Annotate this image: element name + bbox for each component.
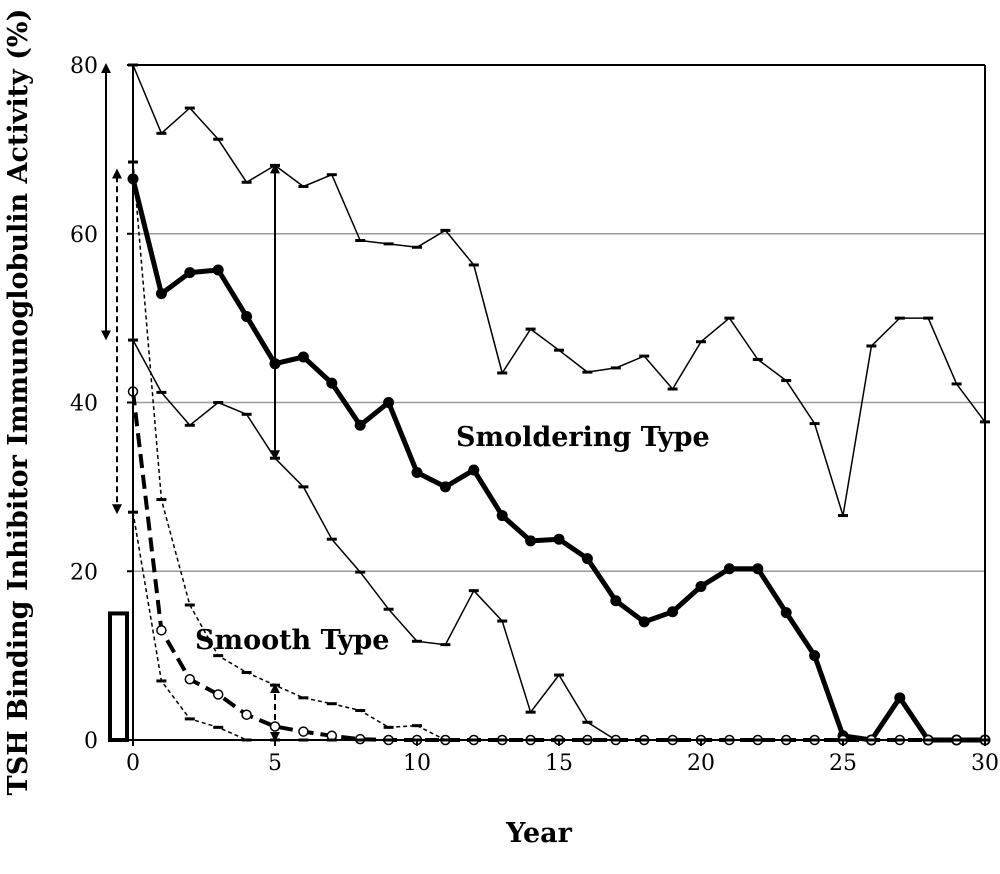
smoldering-mean-point-23: [780, 607, 792, 619]
smooth-mean-point-1: [156, 625, 167, 636]
smoldering-mean-point-5: [269, 358, 281, 370]
y-tick-label-80: 80: [70, 54, 98, 79]
smoldering-mean-point-8: [354, 419, 366, 431]
normal-range-box: [108, 611, 129, 742]
smooth-mean-point-4: [241, 709, 252, 720]
smoldering-mean-point-9: [383, 397, 395, 408]
y-tick-label-0: 0: [84, 729, 98, 754]
smooth-mean-point-6: [298, 726, 309, 737]
smoldering-mean-point-22: [752, 563, 764, 575]
smooth-mean-point-3: [212, 689, 224, 700]
x-axis-title: Year: [505, 818, 573, 849]
tick-labels: 0 20 40 60 80 0 5 10 15 20 25 30: [70, 54, 999, 776]
x-tick-label-30: 30: [971, 751, 999, 776]
smoldering-mean-point-14: [525, 535, 537, 547]
axes: [127, 64, 986, 746]
y-tick-label-20: 20: [70, 560, 98, 585]
annotation-smoldering: Smoldering Type: [456, 422, 710, 453]
smoldering-mean-point-7: [326, 377, 338, 389]
smoldering-mean-point-13: [496, 510, 508, 522]
smoldering-mean-point-4: [241, 310, 253, 322]
smoldering-mean-point-18: [638, 616, 650, 628]
smoldering-mean-point-24: [809, 650, 821, 662]
x-tick-label-10: 10: [403, 751, 431, 776]
smoldering-mean-point-16: [581, 553, 593, 565]
gridlines: [133, 233, 985, 572]
smoldering-mean-point-15: [553, 533, 565, 545]
y-tick-label-40: 40: [70, 392, 98, 417]
y-axis-title: TSH Binding Inhibitor Immunoglobulin Act…: [3, 9, 34, 796]
smoldering-mean-point-27: [894, 692, 906, 704]
smoldering-mean-point-6: [297, 351, 309, 363]
smoldering-mean-point-11: [439, 481, 451, 493]
annotation-smooth: Smooth Type: [195, 625, 389, 656]
smoldering-mean-point-2: [184, 267, 196, 279]
range-arrows: [101, 63, 280, 742]
smooth-mean-point-5: [269, 721, 281, 732]
smoldering-mean-point-20: [695, 580, 707, 592]
smoldering-mean-point-1: [155, 288, 167, 300]
x-tick-label-5: 5: [268, 751, 282, 776]
x-tick-label-25: 25: [829, 751, 857, 776]
y-tick-label-60: 60: [70, 223, 98, 248]
x-tick-label-15: 15: [545, 751, 573, 776]
x-tick-label-20: 20: [687, 751, 715, 776]
smoldering-mean-point-10: [411, 467, 423, 479]
smooth-mean-point-2: [184, 674, 196, 685]
smoldering-mean-point-12: [468, 464, 480, 476]
smoldering-mean-point-3: [212, 264, 224, 276]
smoldering-mean-point-19: [667, 606, 679, 618]
smoldering-mean-point-21: [723, 563, 735, 575]
x-tick-label-0: 0: [126, 751, 140, 776]
smoldering-mean-point-17: [610, 595, 622, 607]
